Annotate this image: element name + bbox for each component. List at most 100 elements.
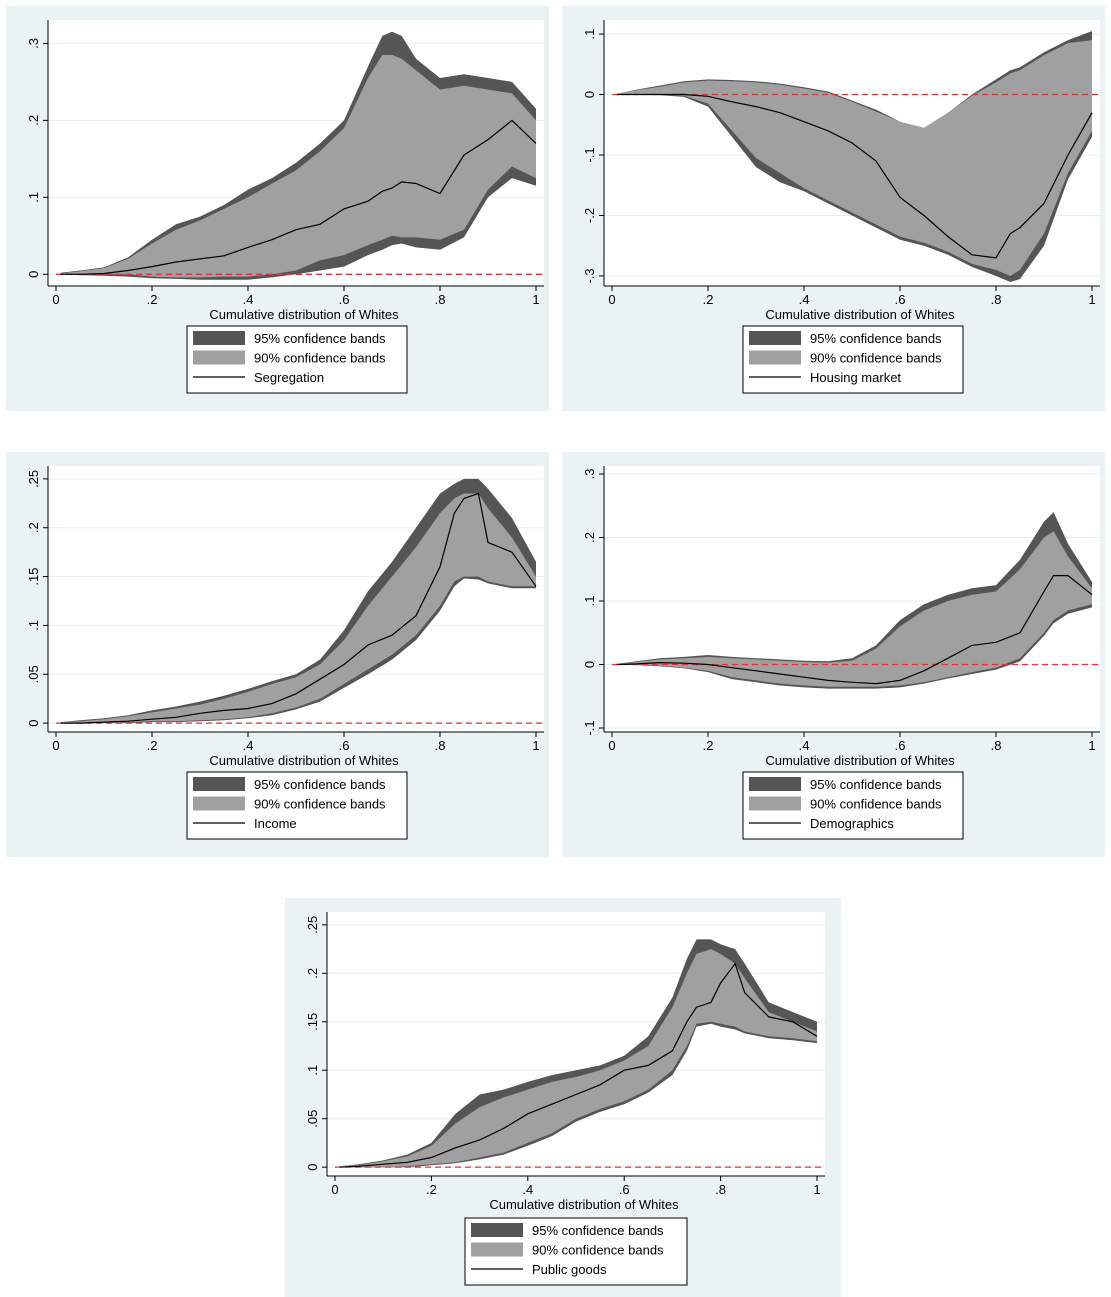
chart-panel-public-goods: 0 .2 .4 .6 .8 1 0 .05 .1 .15 .2 .25 Cumulative distr…: [285, 898, 841, 1297]
x-axis-title: Cumulative distribution of Whites: [209, 307, 399, 322]
x-axis-title: Cumulative distribution of Whites: [765, 307, 955, 322]
series-line-public-goods: [339, 962, 818, 1168]
x-tick-label: .8: [715, 1182, 726, 1197]
y-tick-label: .2: [26, 522, 41, 533]
y-tick-label: 0: [582, 661, 597, 668]
x-tick-label: .8: [435, 292, 446, 307]
legend-swatch-0: [749, 777, 801, 791]
band-90: [60, 54, 537, 278]
legend-label-2: Demographics: [810, 816, 894, 831]
y-tick-label: .1: [26, 192, 41, 203]
x-tick-label: 1: [1088, 292, 1095, 307]
legend-label-2: Public goods: [532, 1262, 607, 1277]
y-tick-label: .2: [582, 532, 597, 543]
y-tick-label: .3: [26, 38, 41, 49]
y-tick-label: .1: [305, 1065, 320, 1076]
series-line-demographics: [616, 575, 1093, 685]
x-tick-label: .6: [339, 738, 350, 753]
y-tick-label: .1: [582, 29, 597, 40]
x-tick-label: .6: [895, 738, 906, 753]
y-tick-label: -.3: [582, 268, 597, 283]
band-95: [60, 478, 537, 724]
x-tick-label: 1: [532, 738, 539, 753]
x-tick-label: 0: [331, 1182, 338, 1197]
legend-label-1: 90% confidence bands: [532, 1243, 664, 1258]
x-tick-label: .2: [147, 738, 158, 753]
legend-label-0: 95% confidence bands: [532, 1223, 664, 1238]
x-tick-label: .2: [703, 738, 714, 753]
y-tick-label: 0: [582, 91, 597, 98]
x-tick-label: .4: [243, 738, 254, 753]
x-tick-label: .4: [799, 292, 810, 307]
chart-income: 0 .2 .4 .6 .8 1 0 .05 .1 .15 .2 .25 Cumulative distr…: [26, 466, 544, 840]
y-tick-label: .15: [305, 1013, 320, 1031]
x-tick-label: 0: [52, 738, 59, 753]
legend-label-1: 90% confidence bands: [254, 797, 386, 812]
series-line-income: [60, 492, 537, 724]
x-axis-title: Cumulative distribution of Whites: [489, 1197, 679, 1212]
y-tick-label: 0: [26, 271, 41, 278]
legend-swatch-1: [193, 350, 245, 365]
legend-swatch-0: [749, 331, 801, 345]
y-tick-label: .1: [582, 596, 597, 607]
x-tick-label: .4: [522, 1182, 533, 1197]
y-tick-label: .2: [305, 968, 320, 979]
x-axis-title: Cumulative distribution of Whites: [765, 753, 955, 768]
legend-label-0: 95% confidence bands: [810, 331, 942, 346]
legend-swatch-1: [749, 796, 801, 811]
y-tick-label: .2: [26, 115, 41, 126]
chart-panel-segregation: 0 .2 .4 .6 .8 1 0 .1 .2 .3 Cumulative distribution…: [6, 6, 549, 411]
band-90: [339, 949, 817, 1168]
x-tick-label: .8: [991, 292, 1002, 307]
y-tick-label: .25: [305, 916, 320, 934]
legend: 95% confidence bands 90% confidence bands…: [186, 771, 408, 840]
chart-panel-demographics: 0 .2 .4 .6 .8 1 -.1 0 .1 .2 .3 Cumulative distribut…: [562, 452, 1105, 857]
x-tick-label: .4: [243, 292, 254, 307]
x-tick-label: 0: [52, 292, 59, 307]
legend-label-2: Housing market: [810, 370, 901, 385]
x-tick-label: 1: [532, 292, 539, 307]
legend-swatch-0: [471, 1223, 523, 1237]
legend-label-1: 90% confidence bands: [254, 351, 386, 366]
x-tick-label: .8: [435, 738, 446, 753]
legend-swatch-1: [471, 1242, 523, 1257]
chart-segregation: 0 .2 .4 .6 .8 1 0 .1 .2 .3 Cumulative distribution…: [26, 20, 544, 394]
chart-public-goods: 0 .2 .4 .6 .8 1 0 .05 .1 .15 .2 .25 Cumulative distr…: [305, 912, 825, 1286]
chart-panel-housing-market: 0 .2 .4 .6 .8 1 -.3 -.2 -.1 0 .1 Cumulative distrib…: [562, 6, 1105, 411]
legend-swatch-0: [193, 777, 245, 791]
legend-label-0: 95% confidence bands: [254, 331, 386, 346]
y-tick-label: -.1: [582, 147, 597, 162]
legend-label-1: 90% confidence bands: [810, 797, 942, 812]
legend-label-0: 95% confidence bands: [810, 777, 942, 792]
x-tick-label: 0: [608, 738, 615, 753]
legend: 95% confidence bands 90% confidence bands…: [186, 325, 408, 394]
chart-panel-income: 0 .2 .4 .6 .8 1 0 .05 .1 .15 .2 .25 Cumulative distr…: [6, 452, 549, 857]
legend: 95% confidence bands 90% confidence bands…: [464, 1217, 688, 1286]
x-tick-label: .6: [895, 292, 906, 307]
x-tick-label: .2: [426, 1182, 437, 1197]
legend-label-0: 95% confidence bands: [254, 777, 386, 792]
y-tick-label: .05: [305, 1110, 320, 1128]
x-tick-label: .8: [991, 738, 1002, 753]
x-tick-label: .6: [339, 292, 350, 307]
chart-demographics: 0 .2 .4 .6 .8 1 -.1 0 .1 .2 .3 Cumulative distribut…: [582, 466, 1100, 840]
y-tick-label: 0: [26, 719, 41, 726]
y-tick-label: .15: [26, 568, 41, 586]
y-tick-label: .05: [26, 665, 41, 683]
y-tick-label: -.1: [582, 720, 597, 735]
legend: 95% confidence bands 90% confidence bands…: [742, 771, 964, 840]
legend-label-2: Income: [254, 816, 297, 831]
legend: 95% confidence bands 90% confidence bands…: [742, 325, 964, 394]
band-90: [616, 531, 1092, 687]
y-tick-label: -.2: [582, 208, 597, 223]
legend-swatch-1: [193, 796, 245, 811]
band-90: [616, 40, 1092, 276]
x-tick-label: .2: [147, 292, 158, 307]
x-tick-label: .6: [619, 1182, 630, 1197]
series-line-segregation: [60, 119, 537, 275]
legend-swatch-1: [749, 350, 801, 365]
y-tick-label: .25: [26, 470, 41, 488]
y-tick-label: .1: [26, 620, 41, 631]
x-axis-title: Cumulative distribution of Whites: [209, 753, 399, 768]
legend-label-2: Segregation: [254, 370, 324, 385]
